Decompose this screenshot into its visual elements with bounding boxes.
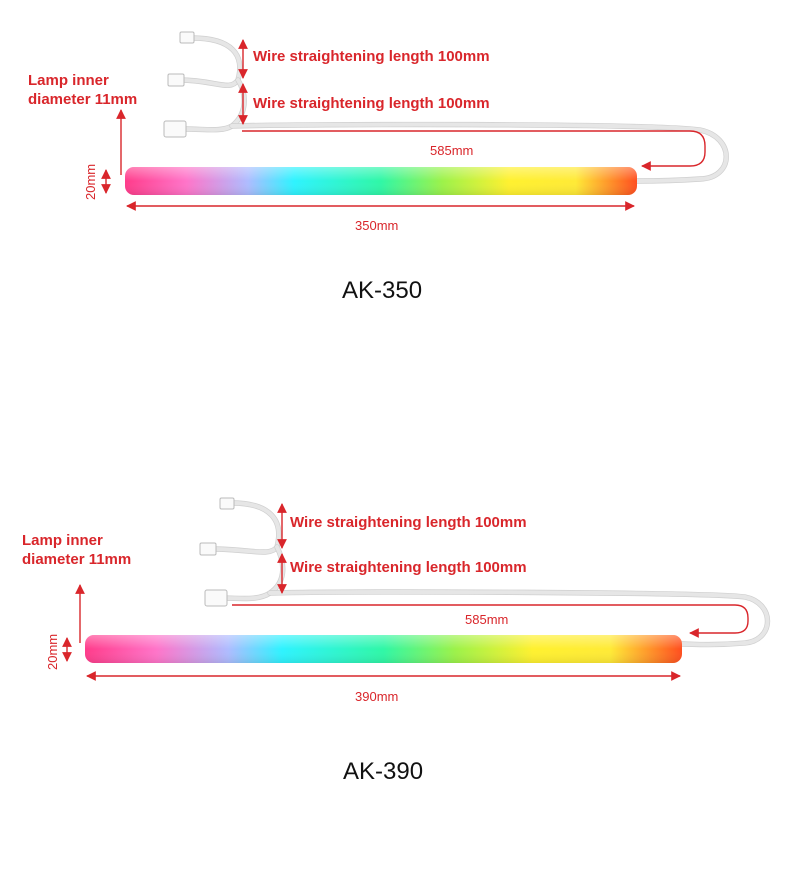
ak390-model-title: AK-390: [343, 758, 423, 785]
ak350-inner-diameter-label-line2: diameter 11mm: [28, 91, 137, 108]
ak390-wire-label-1: Wire straightening length 100mm: [290, 514, 527, 531]
ak390-cable-dimension: [232, 604, 749, 638]
ak350-model-title: AK-350: [342, 277, 422, 304]
ak390-inner-diameter-label-line1: Lamp inner: [22, 532, 103, 549]
ak390-height-label: 20mm: [45, 634, 60, 670]
ak350-length-label: 350mm: [355, 218, 398, 233]
ak390-connector-top-icon: [219, 497, 235, 510]
ak350-wire-label-1: Wire straightening length 100mm: [253, 48, 490, 65]
ak390-connector-middle-icon: [199, 542, 217, 556]
ak350-height-label: 20mm: [83, 164, 98, 200]
ak350-wire-label-2: Wire straightening length 100mm: [253, 95, 490, 112]
product-ak390: Wire straightening length 100mm Wire str…: [0, 475, 800, 875]
ak390-connector-bottom-icon: [204, 589, 228, 607]
ak350-cable-length-label: 585mm: [430, 143, 473, 158]
ak390-inner-diameter-label-line2: diameter 11mm: [22, 551, 131, 568]
ak350-cable-dimension: [242, 130, 706, 171]
ak350-connector-bottom-icon: [163, 120, 187, 138]
ak350-inner-diameter-label-line1: Lamp inner: [28, 72, 109, 89]
ak350-light-tube-shading: [125, 167, 637, 195]
ak390-drawing: Wire straightening length 100mm Wire str…: [22, 497, 771, 785]
ak390-length-label: 390mm: [355, 689, 398, 704]
ak350-drawing: Wire straightening length 100mm Wire str…: [28, 31, 729, 304]
ak390-cable-length-label: 585mm: [465, 612, 508, 627]
ak390-light-tube-shading: [85, 635, 682, 663]
ak390-wire-label-2: Wire straightening length 100mm: [290, 559, 527, 576]
product-ak350: Wire straightening length 100mm Wire str…: [0, 0, 800, 400]
ak350-connector-middle-icon: [167, 73, 185, 87]
ak350-connector-top-icon: [179, 31, 195, 44]
product-dimension-diagram: Wire straightening length 100mm Wire str…: [0, 0, 800, 785]
